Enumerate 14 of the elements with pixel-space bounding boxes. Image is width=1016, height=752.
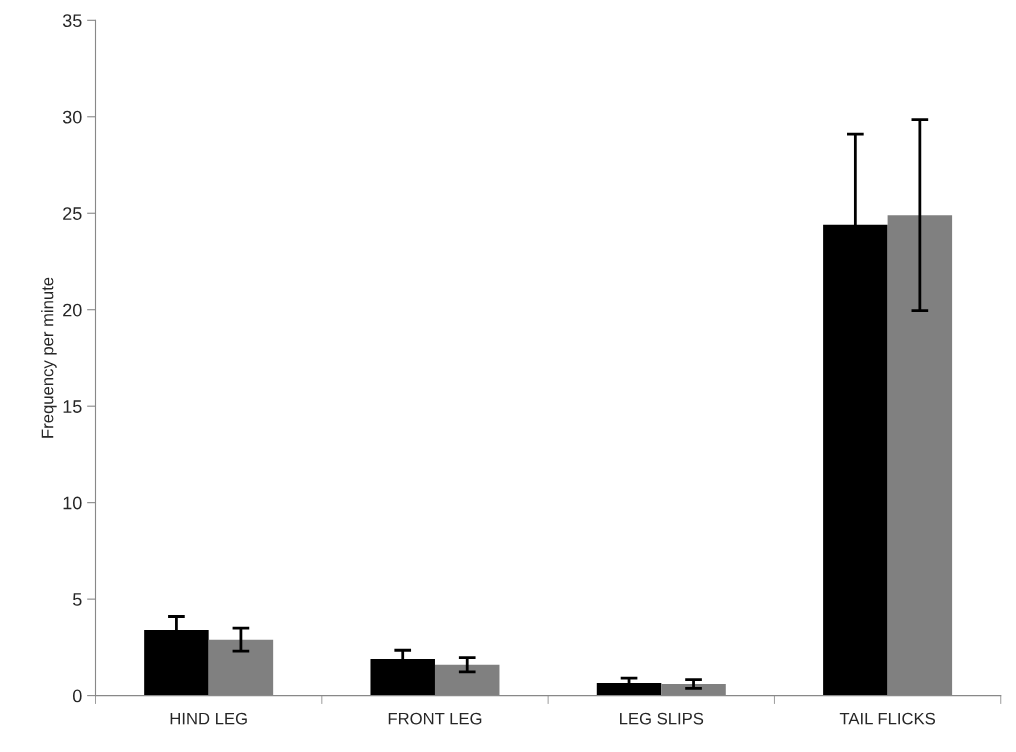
bar [596, 683, 662, 696]
x-tick-label: FRONT LEG [388, 712, 482, 725]
y-axis-title: Frequency per minute [41, 277, 57, 438]
y-tick-label: 10 [63, 496, 82, 510]
y-tick-label: 30 [62, 110, 82, 124]
y-tick-label: 15 [63, 400, 82, 413]
x-tick-label: TAIL FLICKS [839, 712, 935, 725]
y-tick-label: 25 [63, 207, 82, 220]
x-tick-label: HIND LEG [170, 712, 247, 725]
y-tick-label: 5 [72, 593, 82, 606]
x-tick-label: LEG SLIPS [620, 712, 704, 725]
y-tick-label: 20 [63, 303, 82, 317]
y-tick-label: 0 [72, 689, 82, 703]
y-tick-label: 35 [62, 14, 82, 28]
